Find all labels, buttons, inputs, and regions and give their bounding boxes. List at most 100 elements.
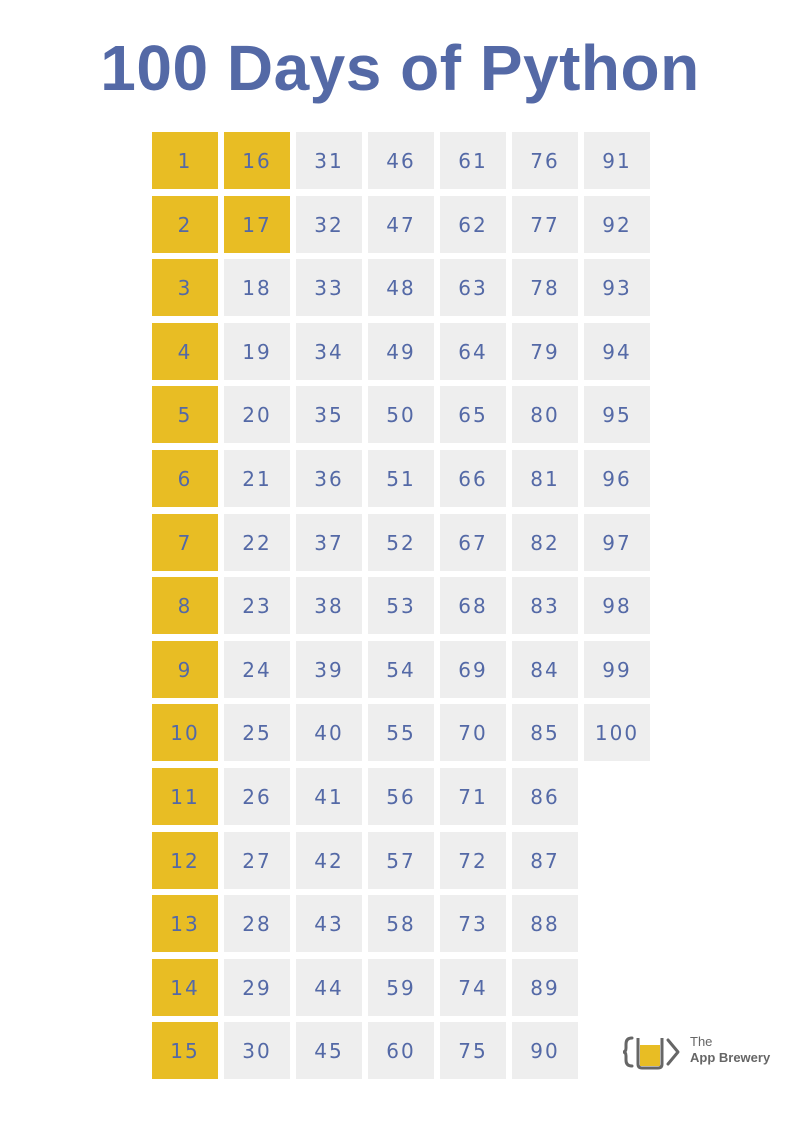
day-cell: 21 [224, 450, 290, 507]
day-cell: 35 [296, 386, 362, 443]
day-cell: 38 [296, 577, 362, 634]
day-cell: 63 [440, 259, 506, 316]
day-cell: 76 [512, 132, 578, 189]
day-cell-completed: 9 [152, 641, 218, 698]
day-cell: 25 [224, 704, 290, 761]
day-cell: 55 [368, 704, 434, 761]
day-cell: 86 [512, 768, 578, 825]
day-cell: 91 [584, 132, 650, 189]
day-cell: 53 [368, 577, 434, 634]
day-cell-completed: 12 [152, 832, 218, 889]
day-cell: 40 [296, 704, 362, 761]
day-cell: 50 [368, 386, 434, 443]
day-cell: 96 [584, 450, 650, 507]
day-cell: 30 [224, 1022, 290, 1079]
day-cell: 36 [296, 450, 362, 507]
brewery-glass-code-icon [622, 1036, 680, 1070]
day-cell: 74 [440, 959, 506, 1016]
day-cell: 93 [584, 259, 650, 316]
day-cell: 42 [296, 832, 362, 889]
day-cell: 83 [512, 577, 578, 634]
day-cell: 23 [224, 577, 290, 634]
day-cell: 82 [512, 514, 578, 571]
day-cell: 24 [224, 641, 290, 698]
day-cell-completed: 2 [152, 196, 218, 253]
day-cell-completed: 4 [152, 323, 218, 380]
day-cell-completed: 10 [152, 704, 218, 761]
day-cell: 92 [584, 196, 650, 253]
day-cell: 64 [440, 323, 506, 380]
day-cell-completed: 15 [152, 1022, 218, 1079]
day-cell: 28 [224, 895, 290, 952]
day-cell-completed: 16 [224, 132, 290, 189]
day-cell: 46 [368, 132, 434, 189]
day-cell: 85 [512, 704, 578, 761]
day-cell: 44 [296, 959, 362, 1016]
day-cell: 51 [368, 450, 434, 507]
day-cell: 100 [584, 704, 650, 761]
logo-text: The App Brewery [690, 1034, 770, 1066]
day-cell: 19 [224, 323, 290, 380]
day-cell: 95 [584, 386, 650, 443]
day-cell: 41 [296, 768, 362, 825]
day-cell: 59 [368, 959, 434, 1016]
day-cell: 73 [440, 895, 506, 952]
day-cell: 98 [584, 577, 650, 634]
day-cell: 54 [368, 641, 434, 698]
logo-line-2: App Brewery [690, 1050, 771, 1065]
day-cell: 77 [512, 196, 578, 253]
day-cell: 26 [224, 768, 290, 825]
day-cell-completed: 3 [152, 259, 218, 316]
day-cell-completed: 8 [152, 577, 218, 634]
day-cell: 79 [512, 323, 578, 380]
day-cell: 45 [296, 1022, 362, 1079]
day-cell: 18 [224, 259, 290, 316]
day-cell: 32 [296, 196, 362, 253]
day-cell: 57 [368, 832, 434, 889]
day-cell: 61 [440, 132, 506, 189]
day-cell: 43 [296, 895, 362, 952]
day-cell: 72 [440, 832, 506, 889]
day-cell: 67 [440, 514, 506, 571]
day-cell: 80 [512, 386, 578, 443]
day-cell: 66 [440, 450, 506, 507]
day-cell: 69 [440, 641, 506, 698]
day-cell: 97 [584, 514, 650, 571]
day-cell: 49 [368, 323, 434, 380]
day-cell: 20 [224, 386, 290, 443]
day-cell: 22 [224, 514, 290, 571]
day-cell: 60 [368, 1022, 434, 1079]
day-cell-completed: 5 [152, 386, 218, 443]
day-cell-completed: 13 [152, 895, 218, 952]
day-cell-completed: 7 [152, 514, 218, 571]
app-brewery-logo: The App Brewery [622, 1030, 792, 1074]
day-cell: 34 [296, 323, 362, 380]
day-cell: 52 [368, 514, 434, 571]
day-cell: 81 [512, 450, 578, 507]
day-cell: 90 [512, 1022, 578, 1079]
day-cell: 89 [512, 959, 578, 1016]
day-cell: 68 [440, 577, 506, 634]
day-cell: 70 [440, 704, 506, 761]
day-cell: 71 [440, 768, 506, 825]
page-title: 100 Days of Python [100, 32, 700, 104]
day-cell: 58 [368, 895, 434, 952]
day-cell: 65 [440, 386, 506, 443]
day-cell: 56 [368, 768, 434, 825]
day-cell-completed: 14 [152, 959, 218, 1016]
day-cell-completed: 17 [224, 196, 290, 253]
day-cell: 27 [224, 832, 290, 889]
day-cell-completed: 1 [152, 132, 218, 189]
day-cell: 78 [512, 259, 578, 316]
day-cell: 88 [512, 895, 578, 952]
day-cell: 31 [296, 132, 362, 189]
day-cell: 39 [296, 641, 362, 698]
day-cell: 99 [584, 641, 650, 698]
day-cell: 62 [440, 196, 506, 253]
day-cell: 48 [368, 259, 434, 316]
day-cell: 94 [584, 323, 650, 380]
day-cell: 29 [224, 959, 290, 1016]
day-cell-completed: 6 [152, 450, 218, 507]
day-cell: 33 [296, 259, 362, 316]
